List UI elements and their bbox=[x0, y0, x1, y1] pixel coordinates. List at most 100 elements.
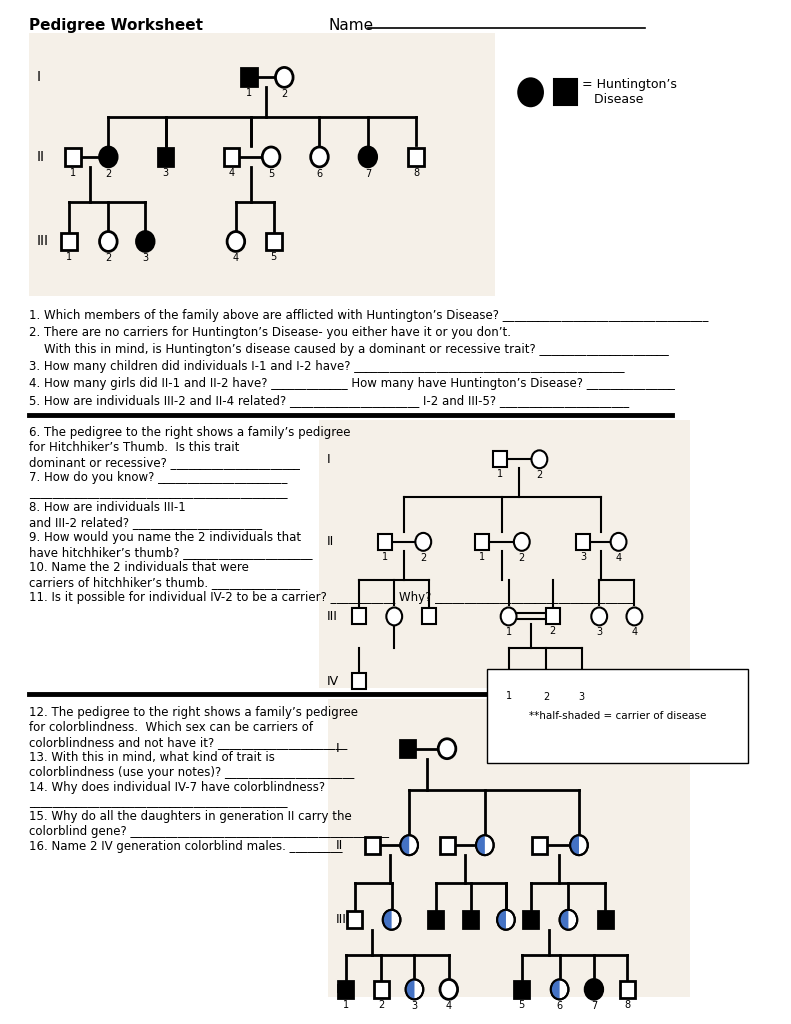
Text: 6: 6 bbox=[557, 1001, 562, 1012]
Text: 6: 6 bbox=[316, 169, 323, 179]
Text: for colorblindness.  Which sex can be carriers of: for colorblindness. Which sex can be car… bbox=[29, 721, 313, 734]
Circle shape bbox=[359, 147, 377, 167]
Text: I: I bbox=[327, 453, 330, 466]
Bar bbox=[241, 69, 257, 86]
Text: 1: 1 bbox=[382, 552, 388, 562]
Bar bbox=[514, 981, 529, 997]
Circle shape bbox=[406, 979, 423, 999]
Bar bbox=[400, 740, 415, 757]
Text: 7: 7 bbox=[591, 1001, 597, 1012]
Text: 12. The pedigree to the right shows a family’s pedigree: 12. The pedigree to the right shows a fa… bbox=[29, 706, 358, 719]
Bar bbox=[352, 673, 366, 689]
Circle shape bbox=[539, 672, 554, 690]
Text: 2: 2 bbox=[378, 999, 384, 1010]
Bar bbox=[620, 981, 635, 997]
Bar bbox=[61, 232, 77, 251]
Circle shape bbox=[626, 607, 642, 626]
Bar bbox=[532, 837, 547, 854]
Circle shape bbox=[611, 532, 626, 551]
Text: IV: IV bbox=[335, 983, 347, 996]
Bar bbox=[598, 911, 613, 928]
Text: 1. Which members of the family above are afflicted with Huntington’s Disease? __: 1. Which members of the family above are… bbox=[29, 309, 709, 323]
Circle shape bbox=[438, 738, 456, 759]
Text: With this in mind, is Huntington’s disease caused by a dominant or recessive tra: With this in mind, is Huntington’s disea… bbox=[29, 343, 669, 356]
Text: I: I bbox=[335, 742, 339, 756]
Text: 16. Name 2 IV generation colorblind males. _________: 16. Name 2 IV generation colorblind male… bbox=[29, 841, 343, 853]
Bar bbox=[347, 911, 362, 928]
Text: 1: 1 bbox=[343, 999, 349, 1010]
Text: Pedigree Worksheet: Pedigree Worksheet bbox=[29, 17, 203, 33]
Circle shape bbox=[400, 836, 418, 855]
Text: 10. Name the 2 individuals that were: 10. Name the 2 individuals that were bbox=[29, 561, 249, 573]
Text: I: I bbox=[36, 71, 40, 84]
Circle shape bbox=[559, 910, 577, 930]
Bar bbox=[428, 911, 443, 928]
Text: 2: 2 bbox=[550, 627, 556, 636]
Text: 1: 1 bbox=[66, 253, 72, 262]
Text: 14. Why does individual IV-7 have colorblindness?: 14. Why does individual IV-7 have colorb… bbox=[29, 780, 325, 794]
Circle shape bbox=[275, 68, 293, 87]
Bar bbox=[29, 33, 495, 296]
Text: III: III bbox=[335, 913, 346, 927]
Text: 5: 5 bbox=[268, 169, 274, 179]
Text: 6. The pedigree to the right shows a family’s pedigree: 6. The pedigree to the right shows a fam… bbox=[29, 426, 350, 439]
Text: **half-shaded = carrier of disease: **half-shaded = carrier of disease bbox=[529, 711, 706, 721]
Text: 1: 1 bbox=[246, 88, 252, 98]
Text: 2: 2 bbox=[536, 470, 543, 480]
Text: ____________________________________________: ________________________________________… bbox=[29, 486, 288, 499]
Bar bbox=[339, 981, 354, 997]
Text: 3: 3 bbox=[162, 168, 168, 178]
Text: III: III bbox=[36, 234, 48, 249]
Text: have hitchhiker’s thumb? ______________________: have hitchhiker’s thumb? _______________… bbox=[29, 546, 312, 559]
Wedge shape bbox=[400, 836, 409, 855]
Text: 1: 1 bbox=[505, 691, 512, 701]
Circle shape bbox=[592, 607, 607, 626]
Text: 1: 1 bbox=[505, 628, 512, 637]
Bar bbox=[523, 911, 538, 928]
Text: for Hitchhiker’s Thumb.  Is this trait: for Hitchhiker’s Thumb. Is this trait bbox=[29, 441, 240, 455]
Text: colorblindness and not have it? ______________________: colorblindness and not have it? ________… bbox=[29, 736, 347, 749]
Text: 4: 4 bbox=[229, 168, 235, 178]
Text: = Huntington’s
   Disease: = Huntington’s Disease bbox=[581, 78, 676, 106]
Text: 2: 2 bbox=[105, 253, 112, 263]
Text: 15. Why do all the daughters in generation II carry the: 15. Why do all the daughters in generati… bbox=[29, 810, 352, 823]
Text: 4: 4 bbox=[445, 1001, 452, 1012]
Text: II: II bbox=[335, 839, 343, 852]
Bar bbox=[475, 534, 490, 550]
Circle shape bbox=[573, 672, 589, 690]
Bar bbox=[373, 981, 388, 997]
Bar bbox=[320, 420, 690, 688]
Text: 2: 2 bbox=[281, 89, 287, 99]
Bar bbox=[408, 148, 424, 166]
Bar bbox=[464, 911, 479, 928]
Circle shape bbox=[100, 231, 117, 252]
Wedge shape bbox=[551, 979, 559, 999]
Text: 2. There are no carriers for Huntington’s Disease- you either have it or you don: 2. There are no carriers for Huntington’… bbox=[29, 326, 511, 339]
Wedge shape bbox=[476, 836, 485, 855]
Circle shape bbox=[415, 532, 431, 551]
Text: 3. How many children did individuals I-1 and I-2 have? _________________________: 3. How many children did individuals I-1… bbox=[29, 359, 625, 373]
Circle shape bbox=[514, 532, 530, 551]
Circle shape bbox=[311, 147, 328, 167]
Text: 7. How do you know? ______________________: 7. How do you know? ____________________… bbox=[29, 471, 288, 484]
Bar bbox=[440, 837, 455, 854]
Wedge shape bbox=[559, 910, 569, 930]
Circle shape bbox=[532, 451, 547, 468]
Circle shape bbox=[518, 79, 543, 106]
Bar bbox=[328, 699, 690, 997]
Circle shape bbox=[585, 979, 603, 999]
Text: 3: 3 bbox=[581, 552, 586, 562]
Text: 2: 2 bbox=[543, 692, 550, 702]
Text: colorblindness (use your notes)? ______________________: colorblindness (use your notes)? _______… bbox=[29, 766, 354, 778]
Bar bbox=[577, 534, 590, 550]
Wedge shape bbox=[570, 836, 579, 855]
Wedge shape bbox=[406, 979, 414, 999]
Text: 2: 2 bbox=[420, 553, 426, 563]
Wedge shape bbox=[383, 910, 392, 930]
Bar bbox=[352, 608, 366, 625]
Text: 5: 5 bbox=[519, 999, 525, 1010]
Bar bbox=[546, 608, 559, 625]
Circle shape bbox=[501, 607, 517, 626]
Bar bbox=[266, 232, 282, 251]
Text: dominant or recessive? ______________________: dominant or recessive? _________________… bbox=[29, 457, 300, 469]
